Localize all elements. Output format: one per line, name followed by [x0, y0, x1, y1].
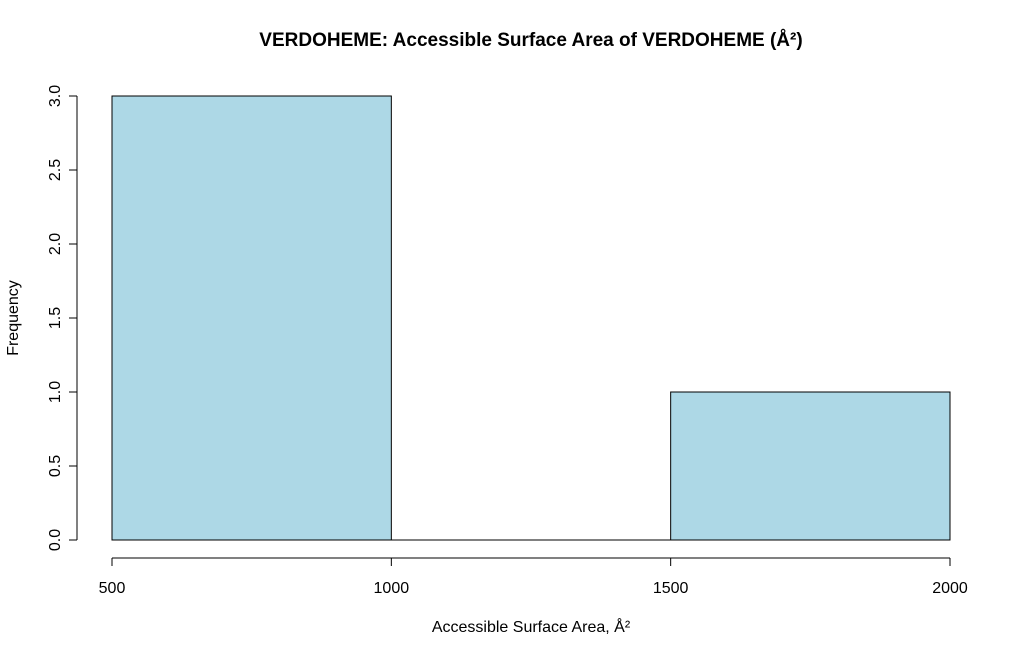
y-tick-label: 1.0: [47, 381, 64, 403]
x-tick-label: 1500: [653, 580, 689, 597]
y-tick-label: 3.0: [47, 85, 64, 107]
histogram-bar-2: [670, 391, 951, 541]
x-tick-label: 2000: [932, 580, 968, 597]
x-tick-label: 1000: [374, 580, 410, 597]
y-axis: 0.0 0.5 1.0 1.5 2.0 2.5 3.0: [47, 85, 78, 551]
x-axis-label: Accessible Surface Area, Å²: [432, 617, 631, 636]
chart-title: VERDOHEME: Accessible Surface Area of VE…: [259, 30, 802, 51]
y-tick-label: 0.0: [47, 529, 64, 551]
x-axis: 500 1000 1500 2000: [99, 557, 968, 597]
histogram-bar-0: [111, 95, 392, 541]
y-tick-label: 1.5: [47, 307, 64, 329]
y-tick-label: 2.5: [47, 159, 64, 181]
y-axis-label: Frequency: [5, 280, 22, 356]
histogram-bars: [111, 95, 951, 541]
x-tick-label: 500: [99, 580, 126, 597]
y-tick-label: 2.0: [47, 233, 64, 255]
y-tick-label: 0.5: [47, 455, 64, 477]
